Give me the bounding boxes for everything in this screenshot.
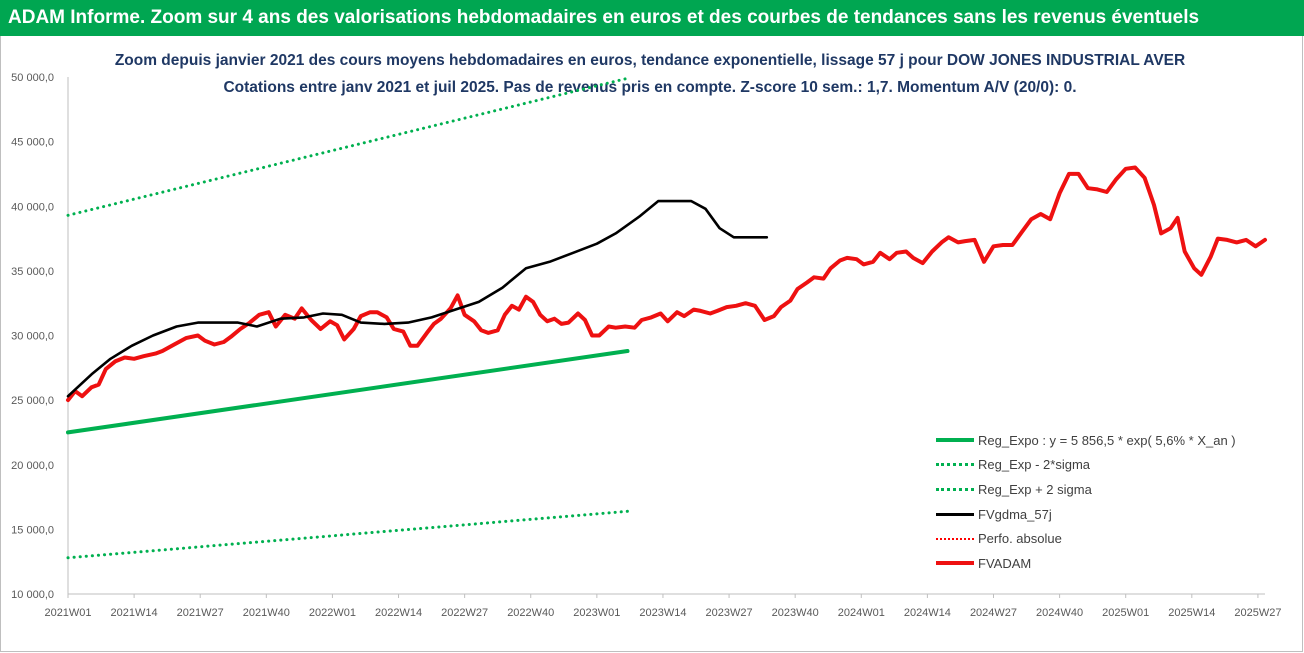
x-tick-label: 2025W14 — [1168, 607, 1215, 619]
legend-swatch-perfo-absolue — [936, 537, 974, 540]
chart-legend: Reg_Expo : y = 5 856,5 * exp( 5,6% * X_a… — [936, 428, 1236, 576]
x-axis: 2021W01 2021W14 2021W27 2021W40 2022W01 2022W… — [44, 593, 1281, 619]
legend-item-perfo-absolue: Perfo. absolue — [936, 526, 1236, 551]
y-tick-label: 25 000,0 — [11, 395, 54, 407]
legend-label-perfo-absolue: Perfo. absolue — [978, 531, 1062, 547]
x-tick-label: 2023W40 — [772, 607, 819, 619]
y-tick-label: 50 000,0 — [11, 72, 54, 84]
legend-swatch-reg-exp-minus — [936, 463, 974, 467]
x-tick-label: 2021W14 — [111, 607, 158, 619]
x-tick-label: 2024W40 — [1036, 607, 1083, 619]
series-layer — [66, 76, 1267, 560]
x-tick-label: 2025W01 — [1102, 607, 1149, 619]
x-tick-label: 2021W27 — [177, 607, 224, 619]
x-tick-label: 2025W27 — [1234, 607, 1281, 619]
legend-swatch-fvadam — [936, 561, 974, 566]
x-tick-label: 2021W01 — [44, 607, 91, 619]
series-line-reg-exp-2-sigma — [66, 509, 629, 560]
x-tick-label: 2023W27 — [706, 607, 753, 619]
y-axis: 10 000,0 15 000,0 20 000,0 25 000,0 30 000,0… — [11, 72, 69, 601]
legend-label-fvadam: FVADAM — [978, 555, 1032, 571]
legend-item-reg-expo: Reg_Expo : y = 5 856,5 * exp( 5,6% * X_a… — [936, 428, 1236, 453]
x-tick-label: 2021W40 — [243, 607, 290, 619]
legend-swatch-fvgdma — [936, 512, 974, 516]
legend-item-reg-exp-plus: Reg_Exp + 2 sigma — [936, 477, 1236, 502]
y-tick-label: 30 000,0 — [11, 331, 54, 343]
series-line-fvgdma-57j — [66, 199, 769, 398]
y-tick-label: 35 000,0 — [11, 266, 54, 278]
y-tick-label: 15 000,0 — [11, 524, 54, 536]
chart-title: Zoom depuis janvier 2021 des cours moyen… — [114, 52, 1186, 69]
legend-swatch-reg-expo — [936, 438, 974, 443]
series-line-reg-exp-2-sigma — [66, 76, 629, 217]
y-tick-label: 20 000,0 — [11, 460, 54, 472]
x-tick-label: 2022W14 — [375, 607, 422, 619]
series-line-fvadam — [66, 165, 1267, 403]
x-tick-label: 2022W27 — [441, 607, 488, 619]
legend-item-fvadam: FVADAM — [936, 551, 1236, 576]
legend-label-reg-exp-minus: Reg_Exp - 2*sigma — [978, 457, 1090, 473]
x-tick-label: 2024W14 — [904, 607, 951, 619]
y-tick-label: 40 000,0 — [11, 201, 54, 213]
report-banner: ADAM Informe. Zoom sur 4 ans des valoris… — [0, 0, 1304, 36]
y-tick-label: 45 000,0 — [11, 137, 54, 149]
x-tick-label: 2022W40 — [507, 607, 554, 619]
legend-item-reg-exp-minus: Reg_Exp - 2*sigma — [936, 453, 1236, 478]
legend-item-fvgdma: FVgdma_57j — [936, 502, 1236, 527]
series-line-reg-expo-y-5-856-5-exp-5-6-x-an — [66, 349, 630, 435]
x-tick-label: 2024W27 — [970, 607, 1017, 619]
chart-frame — [0, 36, 1303, 652]
legend-swatch-reg-exp-plus — [936, 487, 974, 491]
x-tick-label: 2023W01 — [573, 607, 620, 619]
y-tick-label: 10 000,0 — [11, 589, 54, 601]
x-tick-label: 2023W14 — [639, 607, 686, 619]
legend-label-reg-expo: Reg_Expo : y = 5 856,5 * exp( 5,6% * X_a… — [978, 432, 1236, 448]
legend-label-reg-exp-plus: Reg_Exp + 2 sigma — [978, 481, 1092, 497]
x-tick-label: 2024W01 — [838, 607, 885, 619]
x-tick-label: 2022W01 — [309, 607, 356, 619]
legend-label-fvgdma: FVgdma_57j — [978, 506, 1052, 522]
chart-subtitle: Cotations entre janv 2021 et juil 2025. … — [223, 79, 1077, 96]
